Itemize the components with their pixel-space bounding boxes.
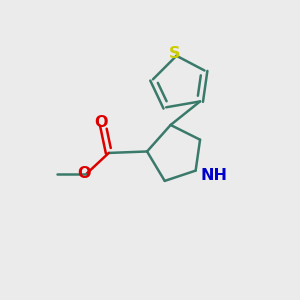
Text: O: O: [78, 166, 91, 181]
Text: O: O: [94, 115, 107, 130]
Text: NH: NH: [200, 168, 227, 183]
Text: S: S: [169, 46, 181, 61]
